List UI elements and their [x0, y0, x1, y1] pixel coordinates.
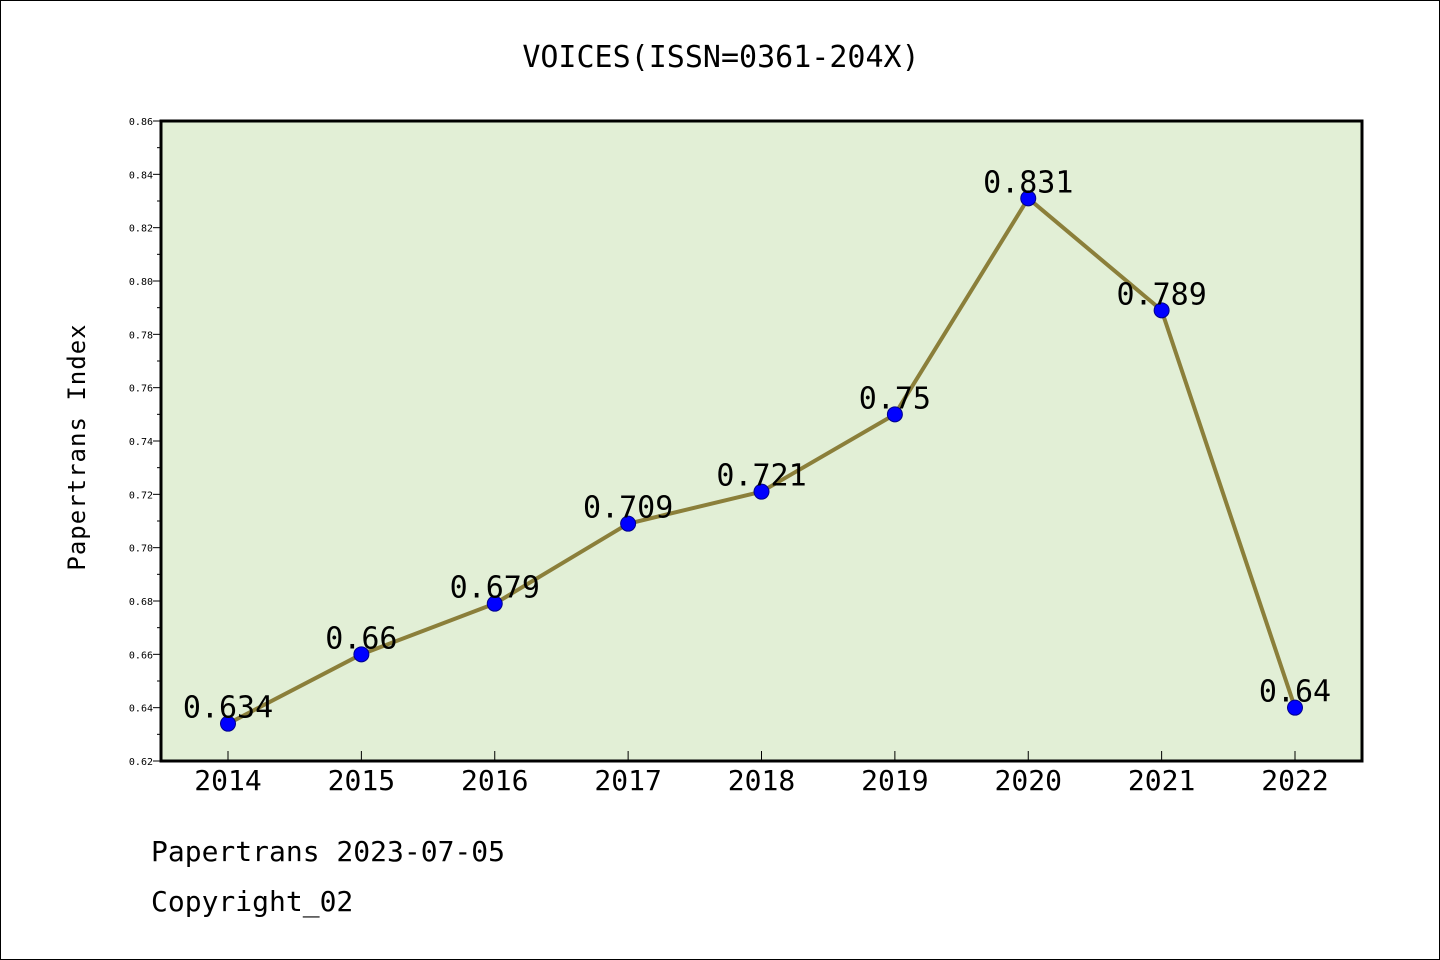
data-point — [486, 595, 503, 612]
data-label: 0.679 — [450, 571, 540, 606]
data-point — [886, 406, 903, 423]
data-label: 0.75 — [859, 381, 931, 416]
y-tick-label: 0.76 — [129, 384, 153, 395]
x-tick-label: 2016 — [461, 764, 528, 797]
data-point — [620, 515, 637, 532]
y-tick-label: 0.70 — [129, 544, 153, 555]
data-point — [353, 646, 370, 663]
data-label: 0.634 — [183, 691, 273, 726]
data-label: 0.709 — [583, 491, 673, 526]
y-tick-label: 0.72 — [129, 490, 153, 501]
chart-title: VOICES(ISSN=0361-204X) — [522, 40, 919, 75]
x-axis: 2014 2015 2016 2017 2018 2019 2020 2021 2022 — [194, 751, 1329, 797]
data-label: 0.64 — [1259, 675, 1331, 710]
data-markers — [220, 190, 1303, 732]
y-tick-label: 0.84 — [129, 170, 153, 181]
x-tick-label: 2017 — [594, 764, 661, 797]
y-tick-label: 0.78 — [129, 330, 153, 341]
y-tick-label: 0.62 — [129, 757, 153, 768]
y-axis-label: Papertrans Index — [63, 323, 91, 570]
footer-copyright: Copyright_02 — [151, 885, 354, 918]
data-point — [1287, 699, 1303, 716]
x-tick-label: 2020 — [995, 764, 1062, 797]
data-label: 0.789 — [1116, 277, 1206, 312]
y-tick-label: 0.80 — [129, 277, 153, 288]
y-tick-label: 0.66 — [129, 650, 153, 661]
x-tick-label: 2022 — [1261, 764, 1328, 797]
footer-date: Papertrans 2023-07-05 — [151, 835, 506, 868]
y-tick-label: 0.82 — [129, 224, 153, 235]
data-point — [220, 715, 236, 732]
x-tick-label: 2015 — [328, 764, 395, 797]
y-tick-label: 0.68 — [129, 597, 153, 608]
x-tick-label: 2021 — [1128, 764, 1195, 797]
data-label: 0.66 — [325, 621, 397, 656]
y-tick-label: 0.86 — [129, 117, 153, 128]
data-labels: 0.634 0.66 0.679 0.709 0.721 0.75 0.831 0.789 0.… — [183, 165, 1331, 725]
data-point — [1020, 190, 1037, 207]
plot-border — [159, 119, 1364, 763]
y-tick-label: 0.64 — [129, 704, 153, 715]
data-point — [1153, 302, 1170, 319]
x-tick-label: 2018 — [728, 764, 795, 797]
y-tick-label: 0.74 — [129, 437, 153, 448]
x-tick-label: 2014 — [194, 764, 261, 797]
data-label: 0.831 — [983, 165, 1073, 200]
y-axis: 0.62 0.64 0.66 0.68 0.70 0.72 0.74 0.76 0.78 0.80… — [129, 117, 161, 768]
data-point — [753, 483, 770, 500]
data-label: 0.721 — [716, 459, 806, 494]
x-tick-label: 2019 — [861, 764, 928, 797]
